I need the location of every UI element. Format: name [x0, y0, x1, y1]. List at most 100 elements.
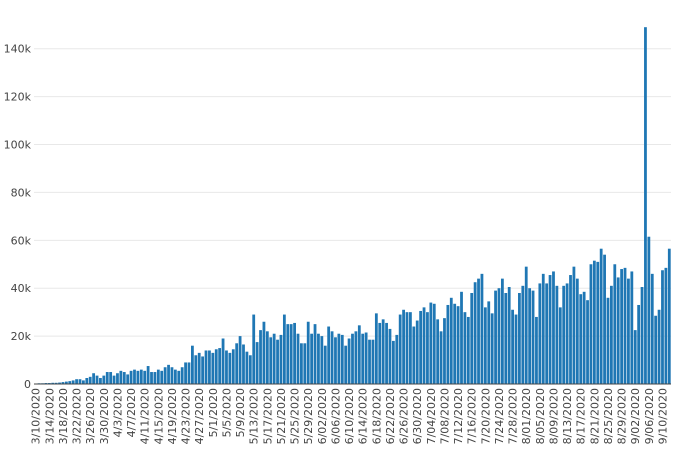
bar[interactable]	[473, 282, 477, 384]
bar[interactable]	[460, 291, 463, 384]
bar[interactable]	[228, 352, 232, 384]
bar[interactable]	[78, 379, 82, 384]
bar[interactable]	[337, 333, 341, 384]
bar[interactable]	[221, 338, 225, 385]
bar[interactable]	[453, 303, 457, 384]
bar[interactable]	[518, 293, 521, 384]
bar[interactable]	[494, 290, 497, 384]
bar[interactable]	[620, 269, 624, 384]
bar[interactable]	[524, 266, 528, 384]
bar[interactable]	[354, 331, 358, 384]
bar[interactable]	[317, 333, 320, 384]
bar[interactable]	[402, 309, 405, 384]
bar[interactable]	[388, 328, 392, 384]
bar[interactable]	[497, 288, 501, 384]
bar[interactable]	[119, 370, 123, 384]
bar[interactable]	[483, 307, 487, 384]
bar[interactable]	[654, 315, 658, 384]
bar[interactable]	[361, 333, 365, 384]
bar[interactable]	[173, 369, 177, 384]
bar[interactable]	[487, 301, 491, 384]
bar[interactable]	[279, 334, 283, 384]
bar[interactable]	[391, 340, 395, 384]
bar[interactable]	[650, 273, 654, 384]
bar[interactable]	[344, 345, 348, 384]
bar[interactable]	[521, 285, 525, 384]
bar[interactable]	[99, 378, 102, 384]
bar[interactable]	[640, 287, 644, 384]
bar[interactable]	[177, 370, 181, 384]
bar[interactable]	[463, 312, 467, 384]
bar[interactable]	[214, 349, 218, 384]
bar[interactable]	[71, 380, 75, 384]
bar[interactable]	[180, 367, 184, 384]
bar[interactable]	[334, 337, 337, 384]
bar[interactable]	[613, 264, 617, 384]
bar[interactable]	[276, 339, 279, 384]
bar[interactable]	[371, 339, 375, 384]
bar[interactable]	[616, 277, 620, 384]
bar[interactable]	[378, 322, 382, 384]
bar[interactable]	[579, 294, 583, 384]
bar[interactable]	[286, 324, 290, 384]
bar[interactable]	[623, 267, 627, 384]
bar[interactable]	[167, 364, 170, 384]
bar[interactable]	[61, 382, 65, 384]
bar[interactable]	[385, 322, 388, 384]
bar[interactable]	[647, 236, 651, 384]
bar[interactable]	[609, 285, 613, 384]
bar[interactable]	[422, 307, 426, 384]
bar[interactable]	[81, 380, 85, 384]
bar[interactable]	[75, 379, 78, 384]
bar[interactable]	[415, 320, 419, 384]
bar[interactable]	[116, 373, 119, 384]
bar[interactable]	[170, 367, 174, 384]
bar[interactable]	[194, 355, 198, 384]
bar[interactable]	[136, 370, 140, 384]
bar[interactable]	[85, 378, 89, 384]
bar[interactable]	[661, 270, 664, 384]
bar[interactable]	[606, 297, 610, 384]
bar[interactable]	[197, 352, 201, 384]
bar[interactable]	[572, 266, 576, 384]
bar[interactable]	[187, 362, 191, 384]
bar[interactable]	[184, 362, 187, 384]
bar[interactable]	[211, 352, 215, 384]
bar[interactable]	[269, 337, 273, 384]
bar[interactable]	[156, 369, 160, 384]
bar[interactable]	[531, 290, 535, 384]
bar[interactable]	[347, 338, 351, 385]
bar[interactable]	[575, 278, 579, 384]
bar[interactable]	[245, 351, 249, 384]
bar[interactable]	[252, 314, 256, 384]
bar[interactable]	[51, 382, 55, 384]
bar[interactable]	[439, 331, 443, 384]
bar[interactable]	[443, 318, 446, 384]
bar[interactable]	[633, 330, 637, 384]
bar[interactable]	[235, 343, 239, 384]
bar[interactable]	[657, 309, 661, 384]
bar[interactable]	[242, 344, 245, 384]
bar[interactable]	[528, 288, 532, 384]
bar[interactable]	[68, 381, 72, 384]
bar[interactable]	[541, 273, 545, 384]
bar[interactable]	[95, 375, 99, 384]
bar[interactable]	[204, 350, 208, 384]
bar[interactable]	[208, 350, 211, 384]
bar[interactable]	[296, 333, 300, 384]
bar[interactable]	[555, 285, 559, 384]
bar[interactable]	[105, 372, 109, 384]
bar[interactable]	[596, 261, 600, 384]
bar[interactable]	[272, 333, 276, 384]
bar[interactable]	[58, 382, 61, 384]
bar[interactable]	[231, 349, 235, 384]
bar[interactable]	[426, 312, 429, 384]
bar[interactable]	[313, 324, 317, 384]
bar[interactable]	[409, 312, 412, 384]
bar[interactable]	[504, 293, 508, 384]
bar[interactable]	[364, 332, 368, 384]
bar[interactable]	[300, 343, 303, 384]
bar[interactable]	[552, 271, 555, 384]
bar[interactable]	[54, 382, 58, 384]
bar[interactable]	[511, 309, 514, 384]
